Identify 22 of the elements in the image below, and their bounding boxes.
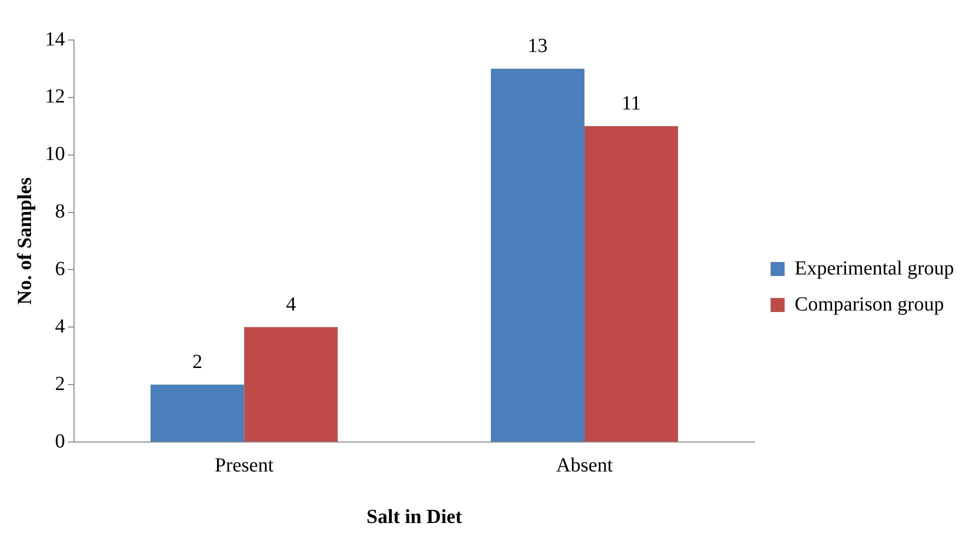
y-tick-label: 4 xyxy=(55,315,65,338)
y-tick-label: 14 xyxy=(45,28,65,50)
data-label: 2 xyxy=(192,350,202,373)
y-tick-label: 8 xyxy=(55,200,65,223)
x-axis-title: Salt in Diet xyxy=(366,506,462,528)
y-axis-title: No. of Samples xyxy=(14,177,36,305)
legend-label: Experimental group xyxy=(794,257,954,280)
x-tick-label: Present xyxy=(214,454,274,476)
y-tick-label: 10 xyxy=(45,143,65,166)
y-tick-label: 12 xyxy=(45,86,65,108)
data-label: 11 xyxy=(622,92,641,114)
y-tick-label: 2 xyxy=(55,372,65,395)
bar xyxy=(150,384,244,442)
data-label: 4 xyxy=(286,293,296,316)
bar xyxy=(244,327,338,442)
bar xyxy=(584,126,678,442)
x-tick-label: Absent xyxy=(556,454,614,476)
data-label: 13 xyxy=(528,34,548,57)
legend-label: Comparison group xyxy=(794,293,944,316)
y-tick-label: 6 xyxy=(55,258,65,280)
y-tick-label: 0 xyxy=(55,430,65,452)
bar xyxy=(490,68,584,442)
